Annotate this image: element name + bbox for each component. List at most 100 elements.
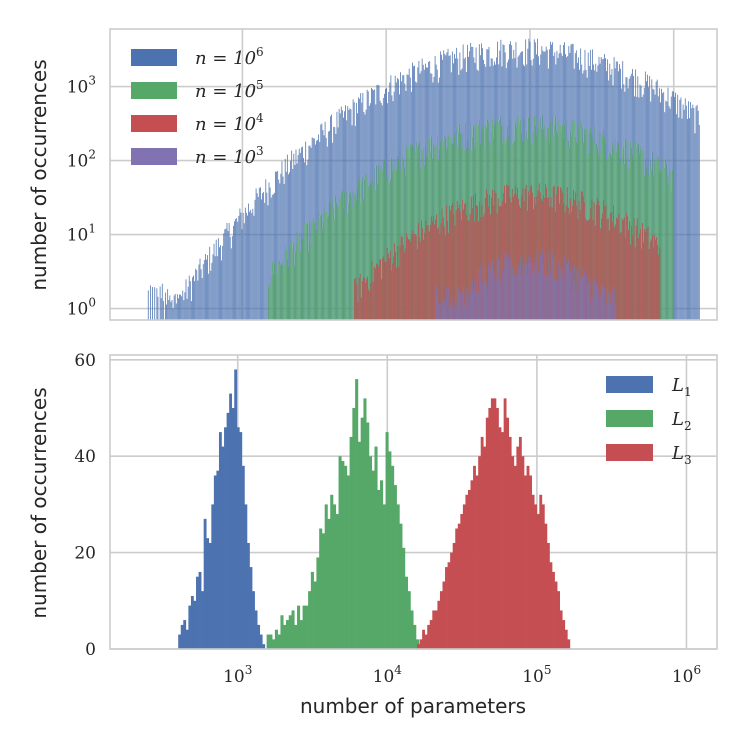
top-bar-1-100	[375, 165, 377, 320]
top-bar-2-235	[607, 218, 609, 320]
top-bar-1-107	[383, 159, 384, 320]
top-bar-2-163	[530, 186, 531, 320]
top-bar-2-210	[580, 191, 582, 320]
top-bar-2-54	[412, 230, 414, 320]
top-bar-2-34	[390, 270, 392, 320]
top-bar-3-124	[569, 274, 570, 320]
top-bar-1-128	[405, 145, 407, 320]
top-bar-0-121	[284, 158, 286, 320]
top-bar-0-29	[185, 279, 187, 320]
top-bar-0-60	[219, 247, 220, 320]
top-bar-3-160	[607, 292, 609, 320]
bottom-bar-0-29	[252, 591, 255, 649]
bottom-bar-0-13	[211, 504, 215, 649]
top-bar-1-37	[307, 251, 309, 320]
top-bar-2-101	[463, 209, 464, 320]
top-bar-1-364	[660, 169, 662, 320]
top-bar-1-33	[303, 237, 305, 320]
top-bar-2-102	[464, 204, 466, 320]
top-bar-2-160	[526, 211, 528, 320]
top-bar-2-82	[442, 217, 444, 320]
bottom-bar-1-43	[385, 432, 389, 649]
top-bar-2-57	[415, 235, 417, 320]
top-bar-2-199	[568, 214, 570, 320]
top-bar-1-12	[280, 263, 282, 320]
top-bar-1-14	[282, 266, 284, 320]
top-bar-2-9	[363, 277, 365, 320]
top-bar-1-361	[656, 155, 658, 320]
bottom-bar-2-45	[531, 494, 535, 649]
top-bar-0-51	[209, 246, 211, 320]
top-bar-1-13	[281, 262, 283, 320]
top-bar-1-59	[331, 204, 333, 320]
top-bar-1-96	[371, 183, 373, 320]
bottom-bar-1-30	[349, 436, 353, 649]
top-bar-0-12	[167, 289, 169, 320]
top-bar-2-247	[620, 232, 622, 320]
top-bar-2-282	[658, 255, 660, 320]
top-bar-2-238	[610, 211, 612, 320]
top-bar-2-213	[583, 202, 585, 320]
top-bar-2-122	[485, 189, 487, 320]
top-bar-1-340	[634, 141, 636, 320]
top-bar-0-120	[283, 184, 285, 320]
top-bar-1-55	[327, 217, 328, 320]
top-bar-3-93	[535, 256, 537, 320]
bottom-bar-2-47	[536, 514, 540, 649]
top-bar-2-68	[427, 224, 429, 320]
top-bar-3-108	[551, 253, 553, 320]
bottom-bar-1-41	[380, 480, 384, 649]
top-bar-0-491	[683, 109, 685, 320]
top-bar-3-43	[481, 283, 483, 320]
top-bar-0-71	[230, 248, 232, 320]
top-bar-1-99	[374, 190, 376, 320]
top-bar-0-103	[265, 179, 267, 320]
bottom-axes-frame	[109, 354, 718, 650]
top-bar-2-264	[638, 233, 640, 320]
bottom-bar-2-14	[452, 542, 456, 649]
bottom-bar-0-25	[241, 465, 245, 649]
top-bar-3-125	[570, 270, 571, 320]
top-bar-2-92	[453, 214, 455, 320]
top-bar-2-47	[404, 248, 406, 320]
bottom-bar-1-13	[302, 605, 306, 649]
top-bar-2-231	[603, 200, 605, 320]
top-bar-1-102	[377, 164, 379, 320]
top-bar-2-219	[590, 208, 592, 320]
top-bar-3-75	[516, 273, 518, 320]
bottom-bar-2-43	[526, 465, 530, 649]
top-bar-2-26	[382, 258, 384, 320]
top-bar-1-366	[662, 166, 664, 320]
bottom-bar-2-28	[488, 408, 492, 649]
top-bar-2-171	[538, 183, 540, 320]
top-bar-3-140	[586, 273, 588, 320]
top-bar-0-74	[234, 221, 235, 320]
top-bar-2-170	[537, 190, 539, 320]
bottom-bar-2-2	[422, 629, 425, 649]
top-bar-1-94	[369, 185, 370, 320]
top-axes-frame	[109, 28, 718, 321]
bottom-bar-2-46	[534, 504, 538, 649]
bottom-bar-0-10	[203, 518, 207, 649]
top-bar-3-17	[453, 307, 455, 320]
top-bar-0-66	[225, 228, 227, 320]
top-bar-2-179	[547, 198, 549, 320]
top-bar-3-41	[479, 267, 481, 320]
top-bar-0-62	[221, 260, 222, 320]
top-bar-0-113	[276, 171, 277, 320]
top-bar-3-23	[460, 293, 462, 320]
bottom-bar-0-6	[193, 600, 197, 649]
bottom-bar-2-49	[541, 504, 545, 649]
bottom-ylabel: number of occurrences	[27, 387, 51, 618]
top-bar-2-25	[381, 279, 383, 320]
bottom-bar-2-8	[437, 600, 441, 649]
top-bar-2-81	[441, 208, 443, 320]
top-bar-3-70	[510, 267, 512, 320]
top-bar-3-65	[505, 252, 507, 320]
top-bar-2-115	[478, 221, 480, 320]
top-bar-3-0	[435, 284, 437, 320]
top-bar-3-94	[536, 249, 538, 320]
top-bar-0-31	[187, 286, 189, 320]
bottom-bar-1-5	[280, 615, 284, 649]
top-bar-1-343	[637, 144, 639, 320]
